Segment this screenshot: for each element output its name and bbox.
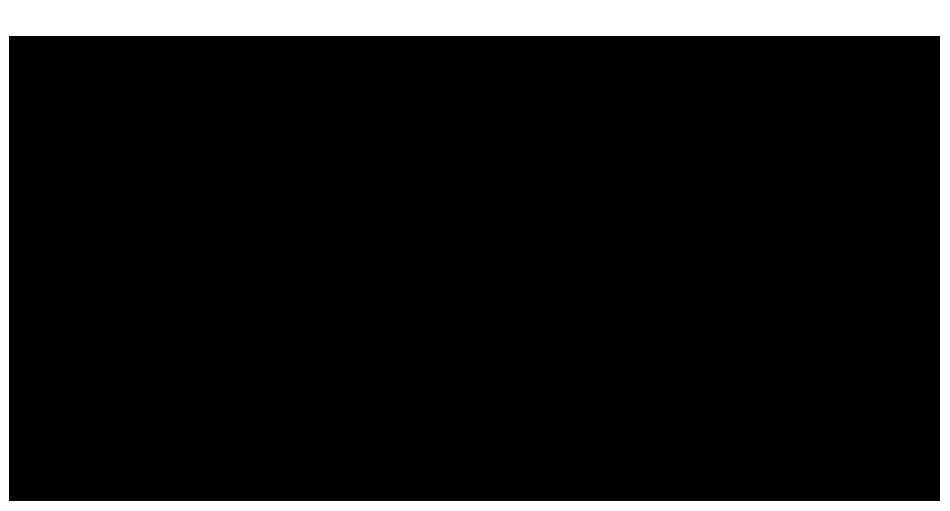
wordcloud-canvas	[9, 36, 940, 501]
wordcloud-svg	[9, 36, 940, 501]
